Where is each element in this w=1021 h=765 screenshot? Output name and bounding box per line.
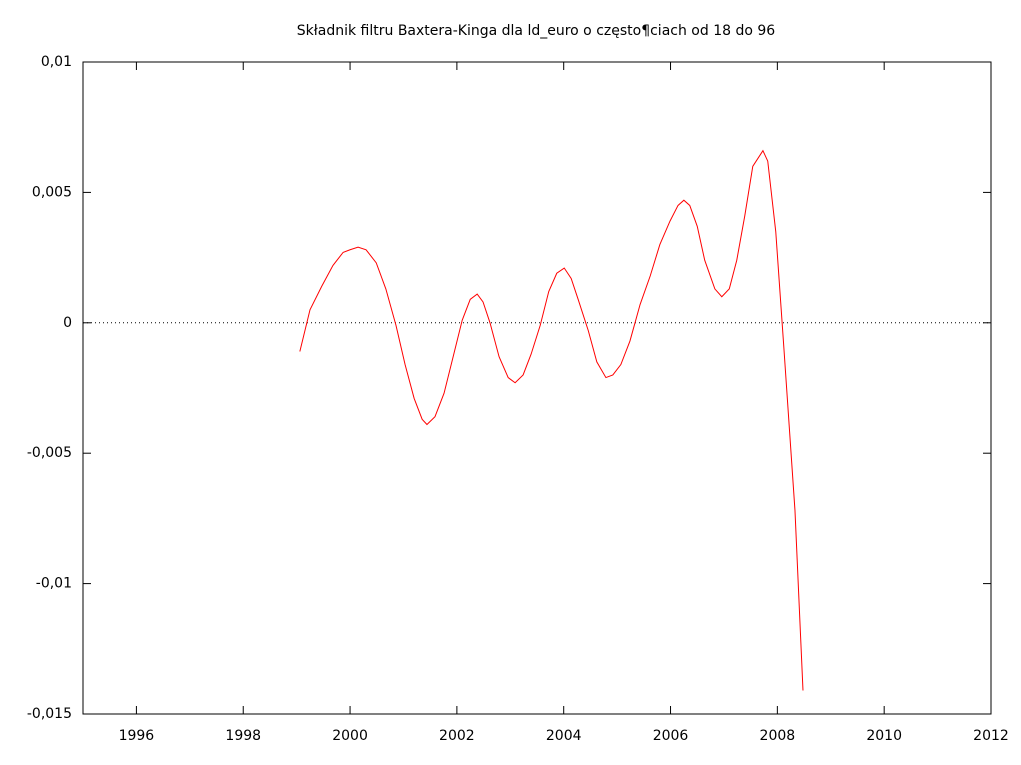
y-tick-label: 0,01: [41, 54, 72, 70]
x-tick-label: 2012: [973, 728, 1009, 744]
x-tick-label: 1996: [119, 728, 155, 744]
plot-frame: [82, 61, 992, 715]
x-tick-label: 2008: [760, 728, 796, 744]
line-series: [299, 149, 804, 691]
y-tick-label: 0: [63, 315, 72, 331]
x-tick-label: 2000: [332, 728, 368, 744]
y-tick-label: -0,015: [27, 706, 72, 722]
y-tick-label: 0,005: [32, 184, 72, 200]
x-tick-label: 2002: [439, 728, 475, 744]
y-tick-label: -0,005: [27, 445, 72, 461]
x-tick-label: 2004: [546, 728, 582, 744]
x-tick-label: 2006: [653, 728, 689, 744]
x-tick-label: 2010: [866, 728, 902, 744]
x-tick-label: 1998: [225, 728, 261, 744]
y-tick-label: -0,01: [36, 576, 72, 592]
chart-title: Składnik filtru Baxtera-Kinga dla ld_eur…: [297, 23, 775, 39]
